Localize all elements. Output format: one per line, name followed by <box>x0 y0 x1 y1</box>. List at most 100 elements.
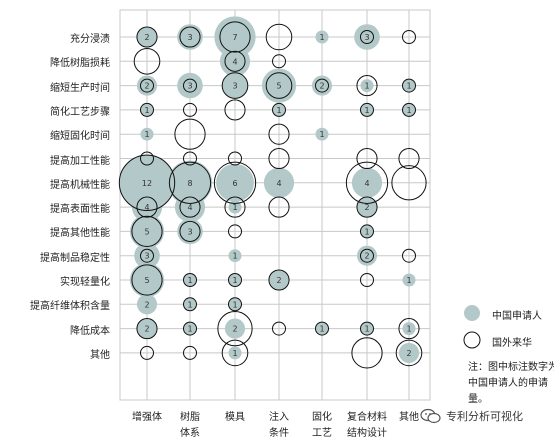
bubble-foreign <box>221 339 249 367</box>
bubble-value-label: 2 <box>232 325 237 334</box>
bubble-domestic <box>315 30 329 44</box>
bubble-foreign <box>398 147 420 170</box>
column-label: 其他 <box>399 412 419 423</box>
bubble-foreign <box>360 321 374 336</box>
legend-swatch-foreign <box>463 331 481 349</box>
bubble-foreign <box>224 50 246 72</box>
bubble-foreign <box>140 102 154 117</box>
row-label: 缩短生产时间 <box>50 82 110 94</box>
plot-frame <box>119 9 431 401</box>
bubble-domestic <box>177 218 203 245</box>
bubble-value-label: 2 <box>364 203 369 212</box>
bubble-foreign <box>402 78 416 93</box>
bubble-domestic <box>119 155 175 211</box>
bubble-value-label: 1 <box>187 300 192 309</box>
row-label: 提高制品稳定性 <box>40 252 110 264</box>
row-label: 其他 <box>90 349 110 361</box>
bubble-domestic <box>228 297 242 311</box>
bubble-domestic <box>228 200 242 214</box>
bubble-foreign <box>402 102 416 117</box>
bubble-value-label: 4 <box>364 179 369 188</box>
bubble-value-label: 1 <box>232 300 237 309</box>
bubble-value-label: 4 <box>187 203 192 212</box>
row-label: 简化工艺步骤 <box>50 106 110 118</box>
bubble-foreign <box>224 99 246 121</box>
bubble-domestic <box>131 192 163 223</box>
bubble-foreign <box>213 161 257 204</box>
bubble-foreign <box>272 102 286 117</box>
legend-label-domestic: 中国申请人 <box>492 311 542 322</box>
bubble-domestic <box>129 262 165 298</box>
bubble-foreign <box>360 248 374 263</box>
bubble-foreign <box>268 269 290 291</box>
bubble-value-label: 2 <box>144 300 149 309</box>
row-label: 提高其他性能 <box>50 228 110 240</box>
bubble-value-label: 1 <box>276 106 281 115</box>
bubble-foreign <box>183 297 197 312</box>
column-label: 模具 <box>225 412 245 423</box>
row-label: 实现轻量化 <box>60 277 110 288</box>
bubble-foreign <box>395 339 423 367</box>
bubble-foreign <box>356 75 378 97</box>
bubble-value-label: 1 <box>364 106 369 115</box>
bubble-foreign <box>136 318 158 340</box>
watermark-text: 专利分析可视化 <box>446 410 523 423</box>
row-label: 降低成本 <box>70 325 110 337</box>
bubble-foreign <box>228 224 242 239</box>
row-label: 缩短固化时间 <box>50 131 110 143</box>
bubble-domestic <box>360 79 374 93</box>
bubble-foreign <box>136 196 158 218</box>
bubble-value-label: 1 <box>364 325 369 334</box>
bubble-value-label: 1 <box>406 106 411 115</box>
bubble-domestic <box>402 273 416 287</box>
legend-swatches <box>463 305 481 349</box>
bubble-value-label: 5 <box>276 82 281 91</box>
bubble-foreign <box>360 102 374 117</box>
bubble-foreign <box>268 147 290 170</box>
bubble-foreign <box>183 102 197 117</box>
bubble-foreign <box>183 321 197 336</box>
bubble-value-label: 1 <box>364 82 369 91</box>
bubble-foreign <box>224 196 246 218</box>
wechat-icon <box>420 408 441 424</box>
bubble-foreign <box>228 273 242 287</box>
bubble-domestic <box>228 273 242 287</box>
bubble-value-label: 1 <box>232 203 237 212</box>
bubble-domestic <box>356 245 378 266</box>
bubble-value-label: 1 <box>319 33 324 42</box>
bubble-domestic <box>219 46 251 77</box>
bubble-foreign <box>272 54 286 69</box>
bubble-domestic <box>402 322 416 336</box>
bubble-value-label: 1 <box>187 276 192 285</box>
bubble-foreign <box>360 30 374 44</box>
bubble-domestic <box>140 127 154 141</box>
bubble-value-label: 2 <box>144 325 149 334</box>
bubble-domestic <box>261 68 297 103</box>
bubble-value-label: 6 <box>232 179 237 188</box>
bubble-value-label: 1 <box>232 252 237 261</box>
bubble-foreign <box>133 48 161 75</box>
bubble-foreign <box>183 345 197 360</box>
bubble-foreign <box>217 310 253 347</box>
bubble-domestic <box>136 318 158 339</box>
bubble-value-label: 3 <box>232 82 237 91</box>
bubble-foreign <box>268 196 290 218</box>
bubble-foreign <box>315 78 329 93</box>
bubble-domestic <box>360 322 374 336</box>
bubble-foreign <box>179 26 201 48</box>
bubble-domestic <box>398 342 420 363</box>
bubble-value-label: 1 <box>319 130 324 139</box>
bubble-foreign <box>268 123 290 145</box>
bubble-value-label: 3 <box>364 33 369 42</box>
bubble-domestic <box>228 249 242 263</box>
bubble-foreign <box>398 318 420 340</box>
bubble-domestic <box>224 318 246 339</box>
row-label: 提高表面性能 <box>50 204 110 216</box>
bubble-domestic <box>183 297 197 311</box>
bubble-foreign <box>265 72 293 99</box>
bubble-domestic <box>134 242 160 269</box>
bubble-foreign <box>140 248 154 263</box>
bubble-value-label: 8 <box>187 179 192 188</box>
bubble-value-label: 7 <box>232 33 237 42</box>
bubble-value-label: 1 <box>144 130 149 139</box>
